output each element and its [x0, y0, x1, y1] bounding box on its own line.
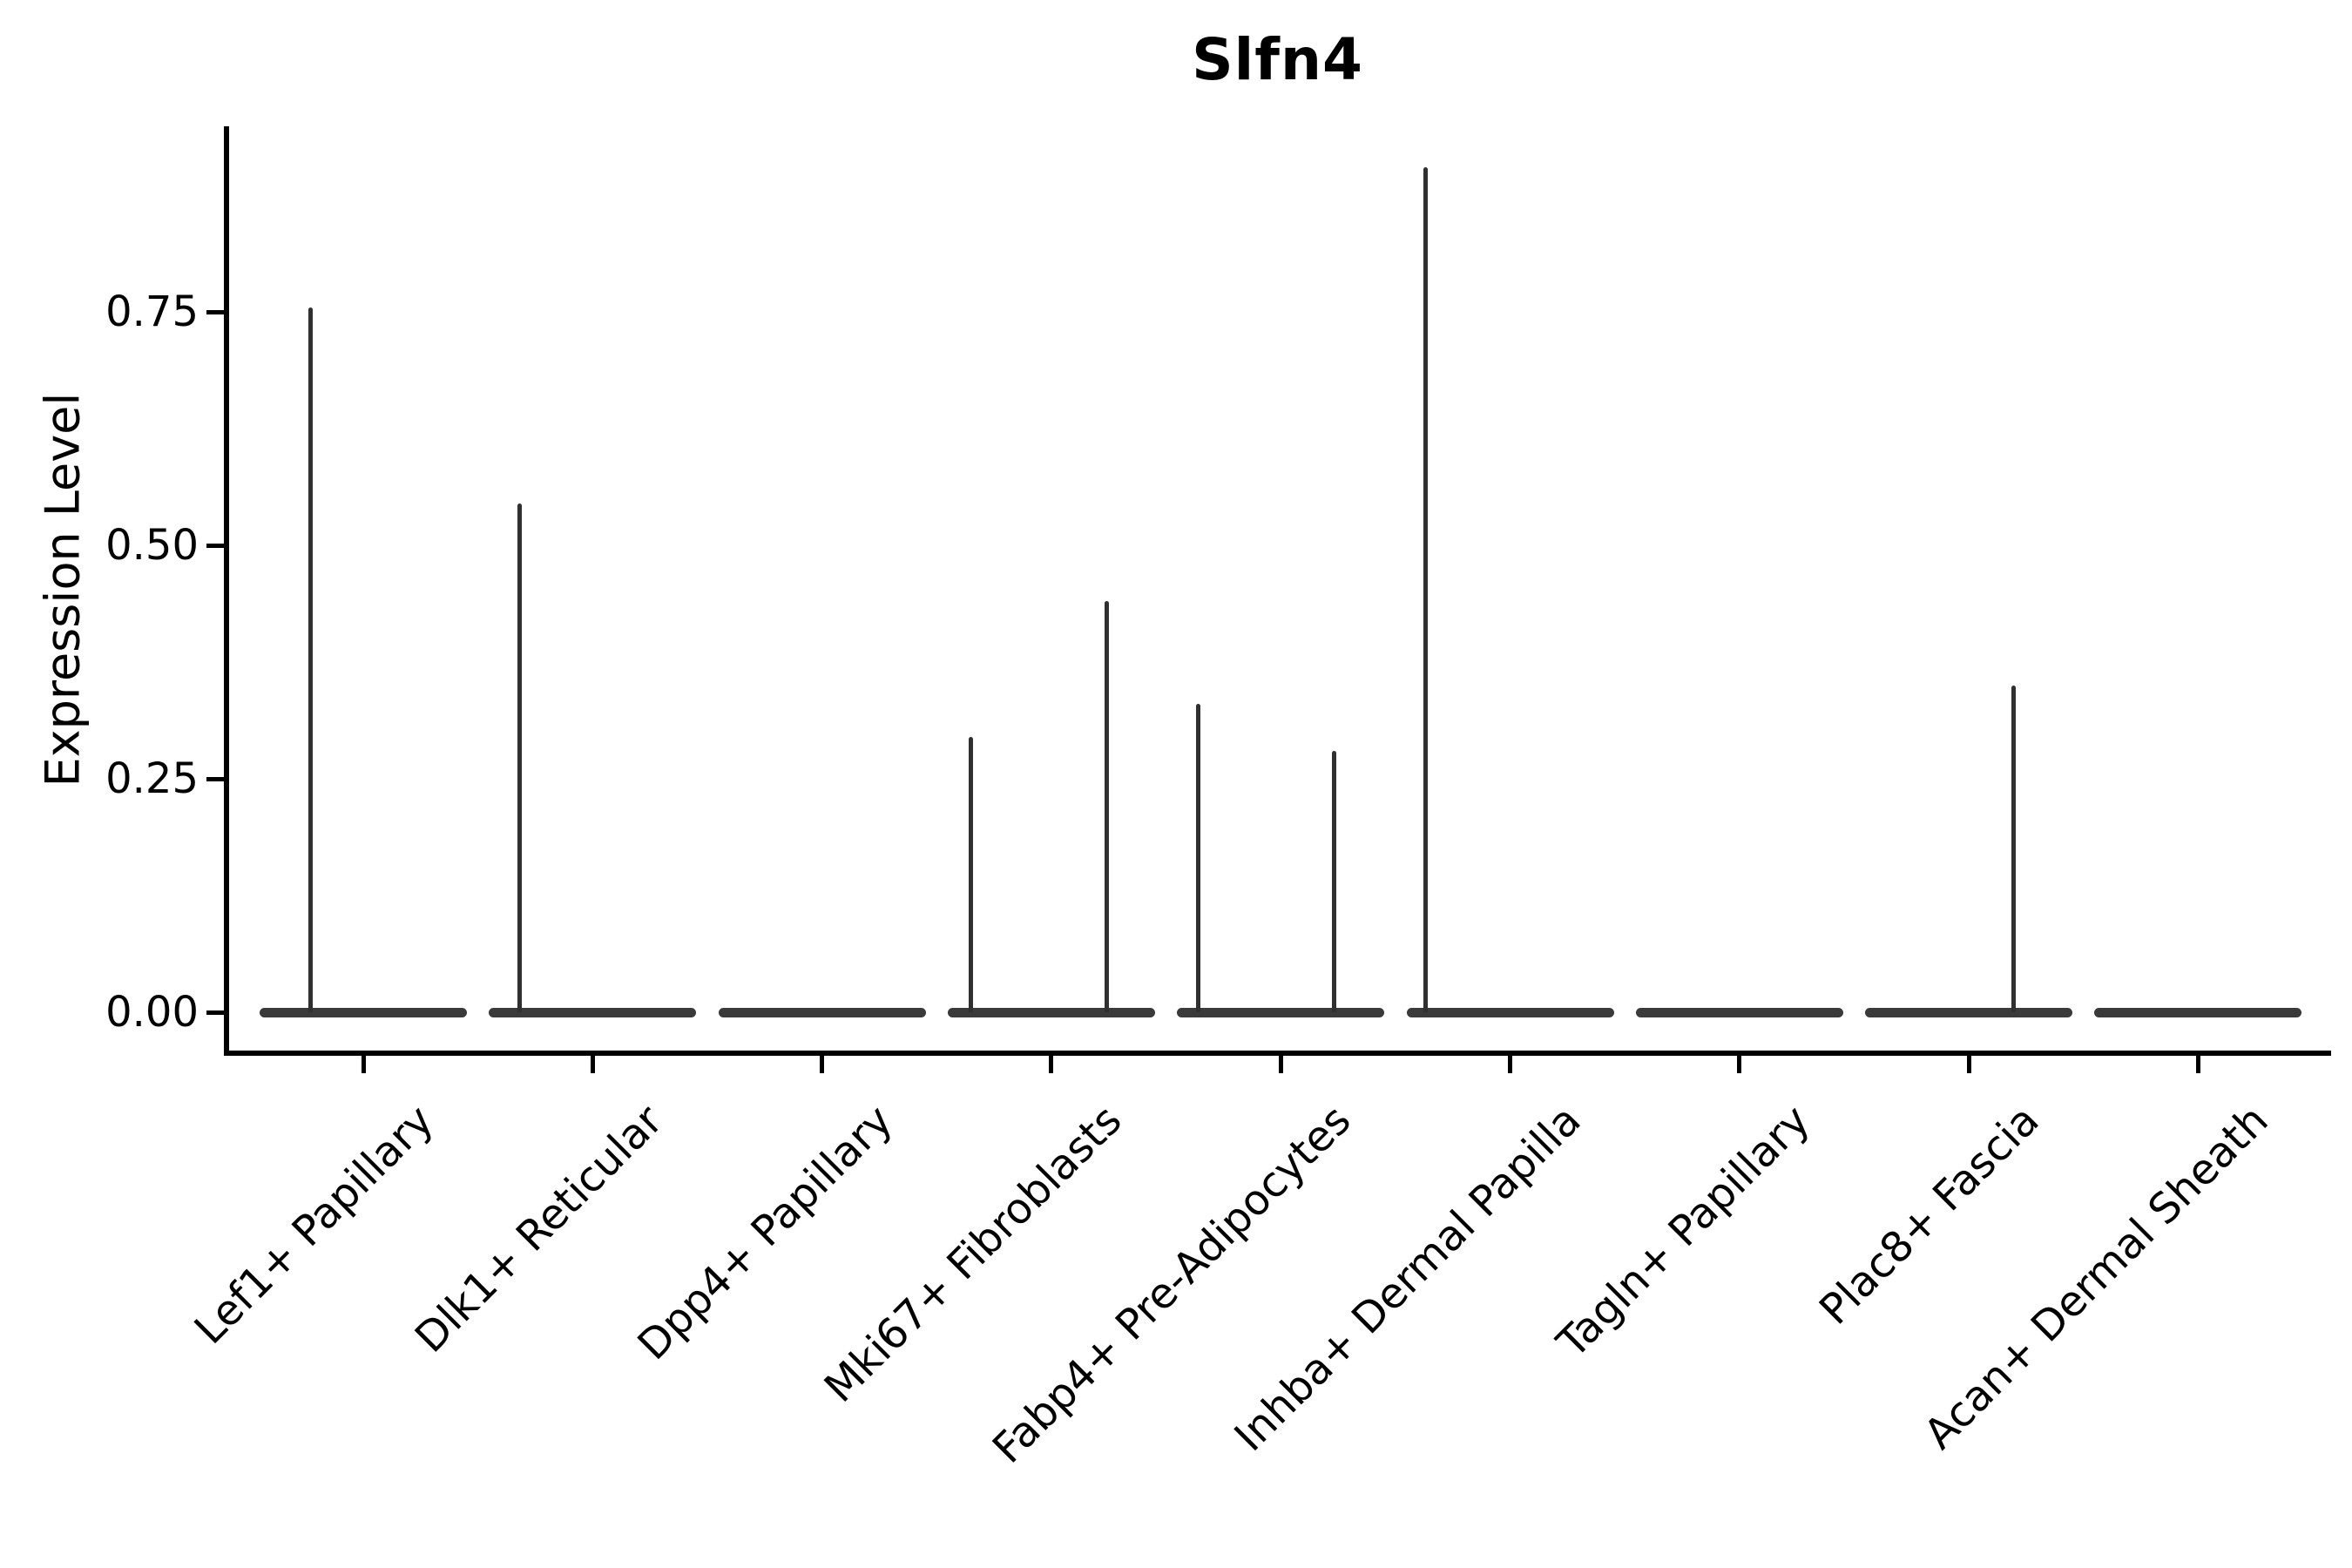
x-tick-mark	[361, 1056, 366, 1073]
violin-spike	[2011, 685, 2016, 1012]
y-tick-label: 0.00	[105, 988, 199, 1037]
violin-body	[1635, 1007, 1843, 1017]
x-tick-label: Plac8+ Fascia	[1810, 1096, 2049, 1335]
x-tick-mark	[1966, 1056, 1971, 1073]
violin-spike	[308, 307, 313, 1012]
x-tick-label: Acan+ Dermal Sheath	[1915, 1096, 2278, 1459]
x-axis-spine	[224, 1051, 2331, 1056]
x-tick-label: Dlk1+ Reticular	[406, 1096, 672, 1362]
violin-body	[718, 1007, 926, 1017]
violin-body	[1406, 1007, 1614, 1017]
x-tick-mark	[590, 1056, 595, 1073]
violin-spike	[1423, 166, 1428, 1012]
y-tick-mark	[206, 543, 224, 548]
x-tick-mark	[1049, 1056, 1054, 1073]
x-tick-mark	[820, 1056, 825, 1073]
violin-body	[1865, 1007, 2073, 1017]
violin-body	[489, 1007, 697, 1017]
violin-spike	[969, 736, 974, 1012]
violin-body	[2094, 1007, 2302, 1017]
y-tick-mark	[206, 309, 224, 314]
x-tick-mark	[1508, 1056, 1512, 1073]
plot-title: Slfn4	[1192, 26, 1363, 93]
x-tick-mark	[1737, 1056, 1742, 1073]
violin-body	[947, 1007, 1155, 1017]
y-tick-label: 0.75	[105, 287, 199, 336]
y-axis-spine	[224, 126, 229, 1056]
x-tick-label: Inhba+ Dermal Papilla	[1225, 1096, 1591, 1462]
x-tick-label: Dpp4+ Papillary	[628, 1096, 902, 1370]
x-tick-mark	[2195, 1056, 2200, 1073]
violin-spike	[517, 503, 522, 1012]
x-tick-mark	[1278, 1056, 1283, 1073]
y-tick-mark	[206, 1010, 224, 1015]
y-tick-mark	[206, 776, 224, 781]
x-tick-label: Fabp4+ Pre-Adipocytes	[983, 1096, 1361, 1473]
x-tick-label: Lef1+ Papillary	[185, 1096, 443, 1354]
y-tick-label: 0.25	[105, 754, 199, 803]
violin-spike	[1331, 750, 1336, 1012]
y-tick-label: 0.50	[105, 521, 199, 570]
y-axis-label: Expression Level	[35, 392, 91, 787]
x-tick-label: Tagln+ Papillary	[1547, 1096, 1820, 1368]
violin-body	[1177, 1007, 1385, 1017]
x-tick-label: Mki67+ Fibroblasts	[814, 1096, 1132, 1412]
violin-spike	[1105, 601, 1110, 1012]
violin-body	[260, 1007, 467, 1017]
violin-spike	[1195, 704, 1200, 1012]
